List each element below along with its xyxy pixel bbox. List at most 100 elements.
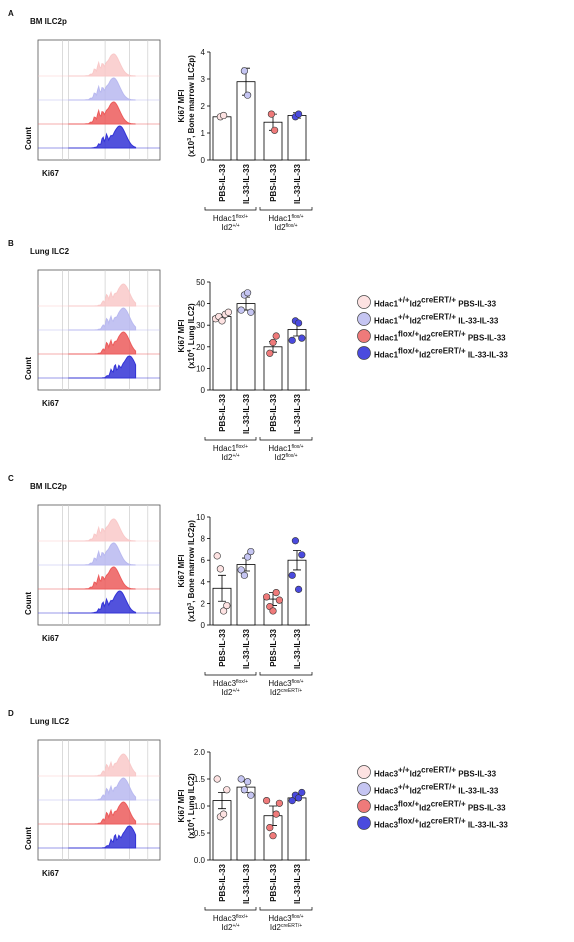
- panel-title: BM ILC2p: [30, 17, 67, 26]
- flow-x-label: Ki67: [42, 869, 59, 878]
- group-bracket: [259, 207, 313, 211]
- y-tick-label: 4: [201, 578, 206, 587]
- y-tick-label: 20: [196, 343, 205, 352]
- y-axis-unit-part: (x10: [187, 605, 196, 622]
- bar: [212, 116, 232, 161]
- bar: [212, 316, 232, 391]
- legend-label-part: Id2: [410, 770, 422, 779]
- group-label-part: +/+: [232, 223, 239, 229]
- legend-label: Hdac3+/+Id2creERT/+ PBS-IL-33: [374, 765, 497, 779]
- x-tick-label: PBS-IL-33: [269, 163, 278, 201]
- data-point: [298, 788, 306, 797]
- group-label-part: +/+: [232, 453, 239, 459]
- data-point: [213, 552, 221, 560]
- group-label-part: Id2: [270, 688, 282, 697]
- group-label: Hdac3flox/+: [213, 679, 248, 688]
- data-point: [247, 547, 255, 556]
- x-tick-label: PBS-IL-33: [218, 163, 227, 201]
- group-label-part: flox/+: [292, 914, 304, 920]
- legend-label: Hdac1flox/+Id2creERT/+ PBS-IL-33: [374, 329, 506, 343]
- legend-label: Hdac1flox/+Id2creERT/+ IL-33-IL-33: [374, 346, 508, 360]
- x-tick-label: PBS-IL-33: [269, 393, 278, 431]
- group-label-part: flox/+: [292, 679, 304, 685]
- data-point: [295, 585, 303, 593]
- group-label-part: Id2: [221, 223, 233, 232]
- legend-label: Hdac3flox/+Id2creERT/+ IL-33-IL-33: [374, 816, 508, 830]
- y-axis-unit-part: 4: [187, 819, 193, 823]
- group-label-part: flox/+: [286, 223, 298, 229]
- x-tick-label: PBS-IL-33: [218, 393, 227, 431]
- y-tick-label: 3: [201, 75, 206, 84]
- group-label-part: Id2: [270, 923, 282, 932]
- group-bracket: [204, 207, 257, 211]
- panel-letter: A: [8, 9, 14, 18]
- legend-label-part: PBS-IL-33: [466, 804, 507, 813]
- data-point: [269, 607, 277, 615]
- y-axis-unit-part: 4: [187, 349, 193, 353]
- group-label-part: +/+: [232, 688, 239, 694]
- data-point: [263, 593, 271, 601]
- data-point: [269, 832, 277, 840]
- data-point: [220, 111, 228, 120]
- y-axis-unit: (x103, Bone marrow ILC2p): [187, 520, 196, 622]
- data-point: [275, 799, 284, 807]
- y-tick-label: 2: [201, 102, 206, 111]
- y-axis-unit: (x104, Lung ILC2): [187, 303, 196, 369]
- legend-marker: [357, 312, 371, 326]
- data-point: [220, 810, 228, 818]
- data-point: [244, 778, 252, 786]
- flow-histogram: [68, 53, 136, 77]
- legend-label-part: flox/+: [398, 329, 419, 338]
- y-axis-unit-part: , Lung ILC2): [187, 303, 196, 350]
- flow-histogram: [68, 801, 137, 825]
- data-point: [291, 537, 300, 545]
- data-point: [237, 775, 245, 783]
- group-label-part: flox/+: [236, 914, 248, 920]
- y-axis-unit-part: (x10: [187, 822, 196, 839]
- group-bracket: [204, 437, 257, 441]
- flow-histogram: [68, 77, 136, 101]
- group-label-part: flox/+: [292, 214, 304, 220]
- flow-x-label: Ki67: [42, 634, 59, 643]
- x-tick-label: PBS-IL-33: [269, 628, 278, 666]
- y-axis-unit-part: , Bone marrow ILC2p): [187, 55, 196, 138]
- bar: [287, 115, 307, 161]
- group-label-part: Hdac3: [213, 679, 237, 688]
- data-point: [288, 336, 296, 344]
- y-tick-label: 40: [196, 300, 205, 309]
- data-point: [240, 67, 248, 75]
- data-point: [269, 338, 277, 347]
- group-label-part: creERT/+: [281, 688, 302, 694]
- data-point: [272, 810, 280, 818]
- group-bracket: [204, 672, 257, 676]
- y-tick-label: 6: [201, 556, 206, 565]
- flow-histogram: [68, 777, 137, 801]
- legend-label-part: Id2: [419, 334, 431, 343]
- legend-label-part: IL-33-IL-33: [466, 351, 509, 360]
- legend-marker: [357, 765, 371, 779]
- data-point: [223, 601, 231, 610]
- flow-y-label: Count: [24, 827, 33, 850]
- legend-label-part: Id2: [410, 300, 422, 309]
- legend-label: Hdac3+/+Id2creERT/+ IL-33-IL-33: [374, 782, 499, 796]
- panel-title: BM ILC2p: [30, 482, 67, 491]
- flow-x-label: Ki67: [42, 169, 59, 178]
- flow-histogram: [68, 331, 137, 355]
- data-point: [288, 571, 296, 579]
- y-tick-label: 0: [201, 621, 206, 630]
- legend-label-part: Id2: [419, 821, 431, 830]
- flow-histogram: [68, 566, 136, 590]
- flow-histogram: [68, 518, 136, 542]
- group-label: Hdac1flox/+: [213, 444, 248, 453]
- data-point: [295, 110, 303, 118]
- group-label: Id2flox/+: [274, 453, 297, 462]
- flow-histogram: [68, 753, 137, 777]
- y-axis-label: Ki67 MFI: [177, 555, 186, 588]
- legend-label-part: Hdac3: [374, 804, 399, 813]
- data-point: [263, 796, 271, 805]
- flow-histogram: [68, 590, 137, 614]
- group-label-part: Id2: [274, 453, 286, 462]
- x-tick-label: PBS-IL-33: [218, 628, 227, 666]
- legend-marker: [357, 295, 371, 309]
